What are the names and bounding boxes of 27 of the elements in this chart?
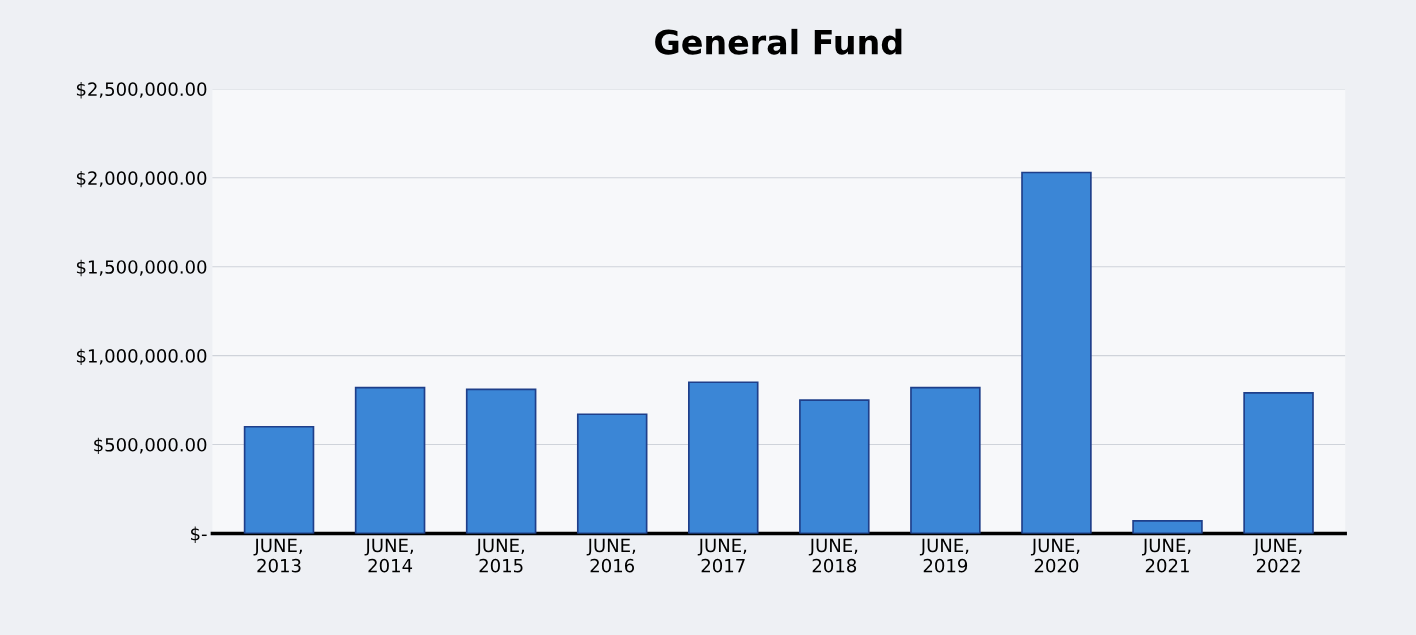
chart-title: General Fund xyxy=(655,28,902,55)
x-tick-label: JUNE, 2013 xyxy=(253,538,302,573)
bar xyxy=(354,386,426,534)
bar xyxy=(576,413,648,534)
y-tick-label: $500,000.00 xyxy=(94,437,207,455)
x-tick-label: JUNE, 2014 xyxy=(364,538,413,573)
x-tick-label: JUNE, 2016 xyxy=(586,538,636,573)
x-tick-label: JUNE, 2021 xyxy=(1141,538,1191,573)
bar xyxy=(465,388,537,534)
y-tick-label: $- xyxy=(191,526,207,543)
bar xyxy=(243,425,315,534)
y-tick-label: $2,000,000.00 xyxy=(76,170,207,188)
x-tick-label: JUNE, 2017 xyxy=(697,538,747,573)
x-tick-label: JUNE, 2019 xyxy=(919,538,969,573)
x-tick-label: JUNE, 2022 xyxy=(1253,538,1302,573)
bar xyxy=(688,381,759,534)
bar xyxy=(1243,392,1314,534)
bar xyxy=(910,386,981,534)
x-tick-label: JUNE, 2018 xyxy=(808,538,858,573)
bar xyxy=(1132,520,1203,534)
bar xyxy=(799,399,870,534)
y-tick-label: $1,500,000.00 xyxy=(76,259,207,277)
bar xyxy=(1021,171,1092,534)
x-tick-label: JUNE, 2015 xyxy=(475,538,524,573)
x-tick-label: JUNE, 2020 xyxy=(1030,538,1080,573)
y-tick-label: $2,500,000.00 xyxy=(76,82,207,99)
y-tick-label: $1,000,000.00 xyxy=(76,348,207,366)
